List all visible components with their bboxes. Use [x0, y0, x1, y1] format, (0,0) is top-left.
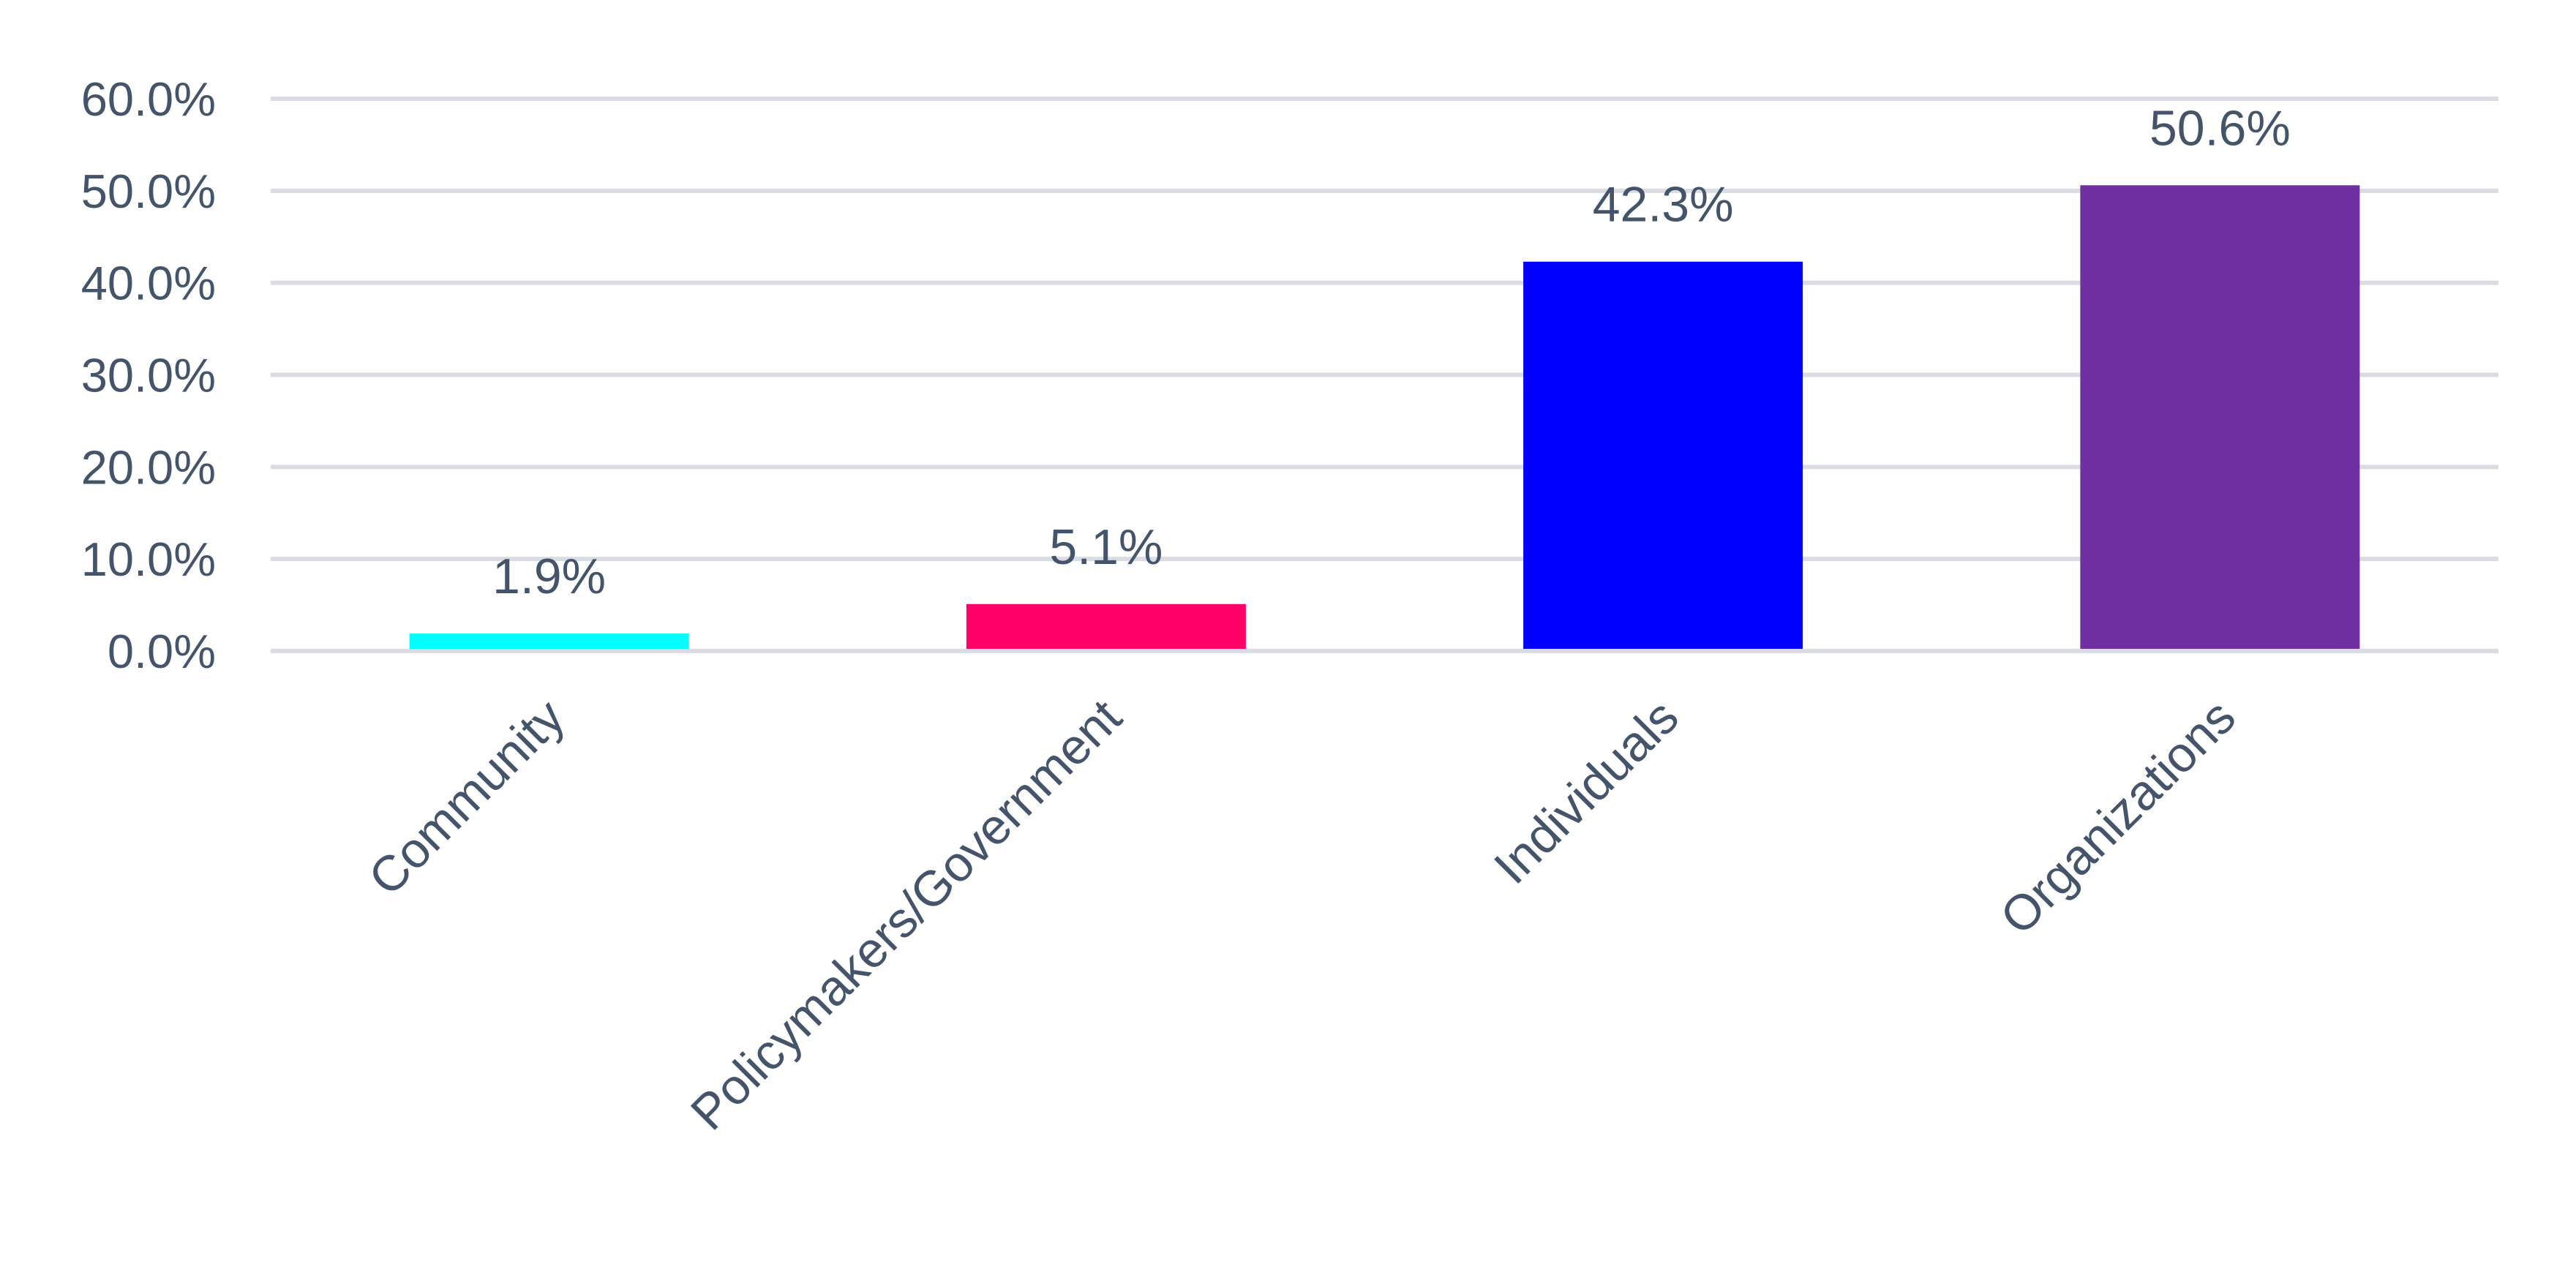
x-category-label: Individuals	[1484, 689, 1689, 895]
y-tick-label: 50.0%	[81, 165, 216, 218]
data-label: 5.1%	[1049, 519, 1163, 575]
data-label: 42.3%	[1593, 177, 1734, 233]
y-tick-label: 30.0%	[81, 349, 216, 402]
x-axis-category-labels: Community Policymakers/Government Individu…	[358, 689, 2246, 1141]
bars	[409, 185, 2360, 652]
y-axis-tick-labels: 0.0% 10.0% 20.0% 30.0% 40.0% 50.0% 60.0%	[81, 72, 216, 678]
x-category-label: Policymakers/Government	[680, 689, 1133, 1141]
data-label: 50.6%	[2149, 100, 2291, 156]
y-tick-label: 40.0%	[81, 257, 216, 310]
y-tick-label: 60.0%	[81, 72, 216, 126]
data-label: 1.9%	[492, 549, 606, 604]
x-category-label: Organizations	[1990, 689, 2246, 945]
data-labels: 1.9% 5.1% 42.3% 50.6%	[492, 100, 2291, 604]
bar-organizations	[2080, 185, 2360, 652]
bar-community	[409, 633, 689, 651]
y-tick-label: 0.0%	[108, 625, 216, 678]
bar-individuals	[1523, 261, 1803, 652]
bar-policymakers-government	[966, 603, 1246, 651]
y-tick-label: 20.0%	[81, 440, 216, 494]
y-tick-label: 10.0%	[81, 533, 216, 586]
x-category-label: Community	[358, 689, 575, 906]
